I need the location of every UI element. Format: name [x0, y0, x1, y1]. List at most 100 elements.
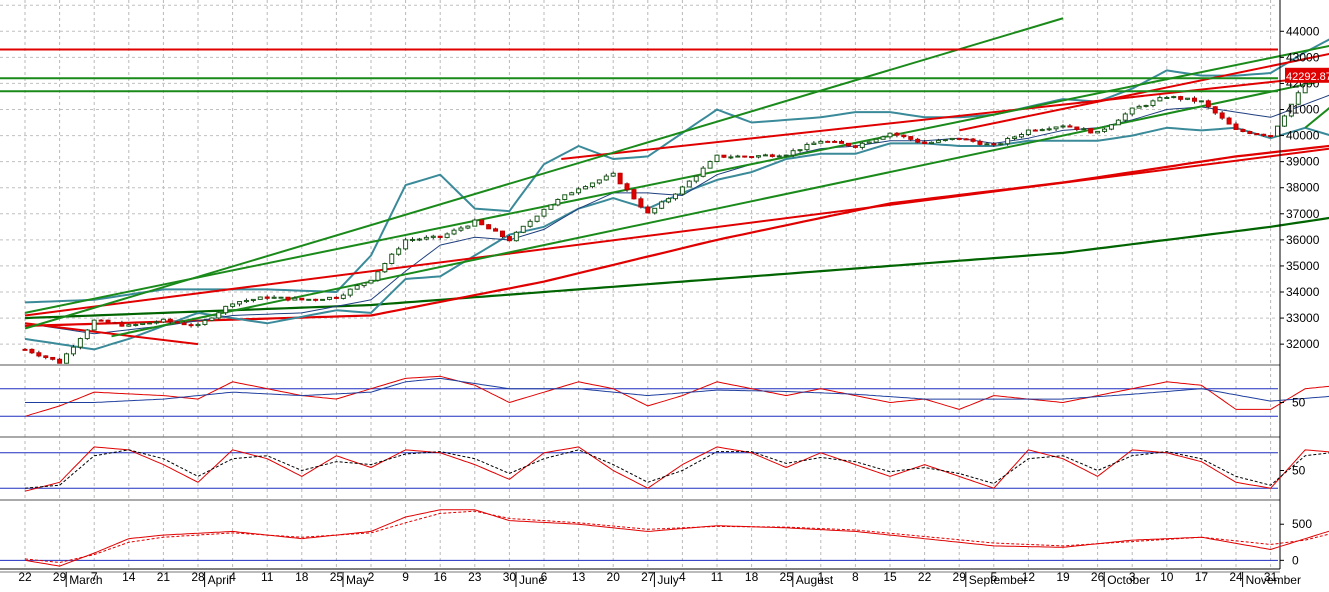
candle-body [943, 140, 947, 141]
candle-body [397, 249, 401, 254]
candle-body [673, 194, 677, 199]
candle-body [203, 320, 207, 324]
candle-body [369, 280, 373, 283]
candle-body [1006, 138, 1010, 143]
candle-body [667, 199, 671, 202]
candle-body [286, 297, 290, 300]
candle-body [770, 155, 774, 157]
candle-body [992, 144, 996, 145]
candle-body [729, 157, 733, 158]
candle-body [1061, 126, 1065, 127]
candle-body [1255, 134, 1259, 135]
candle-body [923, 142, 927, 143]
candle-body [452, 230, 456, 234]
candle-body [1199, 101, 1203, 102]
x-month-label: April [208, 573, 232, 587]
candle-body [1276, 126, 1280, 136]
candle-body [1262, 134, 1266, 135]
candle-body [355, 286, 359, 290]
candle-body [251, 299, 255, 300]
candle-body [210, 318, 214, 320]
candle-body [1096, 131, 1100, 133]
candle-body [1227, 118, 1231, 124]
candle-body [1026, 130, 1030, 134]
candle-body [1082, 129, 1086, 130]
candle-body [65, 354, 69, 363]
candle-body [736, 156, 740, 157]
candle-body [265, 297, 269, 298]
candle-body [577, 189, 581, 193]
candle-body [1282, 116, 1286, 126]
candle-body [618, 173, 622, 184]
candle-body [1144, 105, 1148, 106]
candle-body [341, 295, 345, 298]
candle-body [840, 141, 844, 143]
candle-body [51, 357, 55, 359]
candle-body [563, 195, 567, 200]
candle-body [653, 208, 657, 213]
candle-body [1089, 129, 1093, 133]
candle-body [1033, 130, 1037, 131]
candle-body [445, 234, 449, 237]
candle-body [694, 176, 698, 181]
y-tick-label: 32000 [1286, 337, 1320, 351]
candle-body [957, 138, 961, 139]
candle-body [556, 199, 560, 204]
candle-body [113, 323, 117, 324]
candle-body [936, 140, 940, 142]
candle-body [701, 168, 705, 176]
candle-body [1248, 131, 1252, 133]
oscillator-3-tick-label: 500 [1292, 517, 1312, 531]
candle-body [611, 173, 615, 176]
candle-body [715, 155, 719, 161]
candle-body [390, 254, 394, 263]
candle-body [902, 135, 906, 136]
candle-body [383, 264, 387, 272]
candle-body [1186, 98, 1190, 99]
x-month-label: July [657, 573, 678, 587]
candle-body [314, 299, 318, 300]
candle-body [424, 237, 428, 239]
candle-body [494, 229, 498, 231]
candle-body [860, 143, 864, 147]
y-tick-label: 33000 [1286, 311, 1320, 325]
candle-body [1206, 101, 1210, 107]
x-month-label: August [796, 573, 834, 587]
candle-body [1068, 126, 1072, 127]
candle-body [985, 144, 989, 145]
candle-body [258, 297, 262, 299]
candle-body [106, 320, 110, 322]
candle-body [238, 302, 242, 304]
candle-body [307, 299, 311, 300]
candle-body [58, 359, 62, 363]
x-month-label: June [519, 573, 545, 587]
candle-body [92, 320, 96, 330]
candle-body [930, 142, 934, 143]
candle-body [99, 320, 103, 321]
candle-body [999, 144, 1003, 145]
candle-body [971, 139, 975, 141]
candle-body [148, 323, 152, 324]
candle-body [1123, 114, 1127, 120]
candle-body [196, 324, 200, 325]
candle-body [660, 202, 664, 208]
candle-body [272, 297, 276, 298]
candle-body [321, 299, 325, 300]
candle-body [1220, 113, 1224, 118]
candle-body [597, 180, 601, 183]
candle-body [1047, 129, 1051, 130]
candle-body [1213, 107, 1217, 113]
candle-body [646, 207, 650, 213]
candle-body [584, 187, 588, 189]
candle-body [1075, 127, 1079, 129]
candle-body [909, 137, 913, 140]
candle-body [632, 190, 636, 199]
y-tick-label: 38000 [1286, 181, 1320, 195]
candle-body [459, 228, 463, 230]
candle-body [327, 297, 331, 299]
candle-body [604, 176, 608, 180]
candle-body [141, 323, 145, 324]
candle-body [417, 239, 421, 240]
